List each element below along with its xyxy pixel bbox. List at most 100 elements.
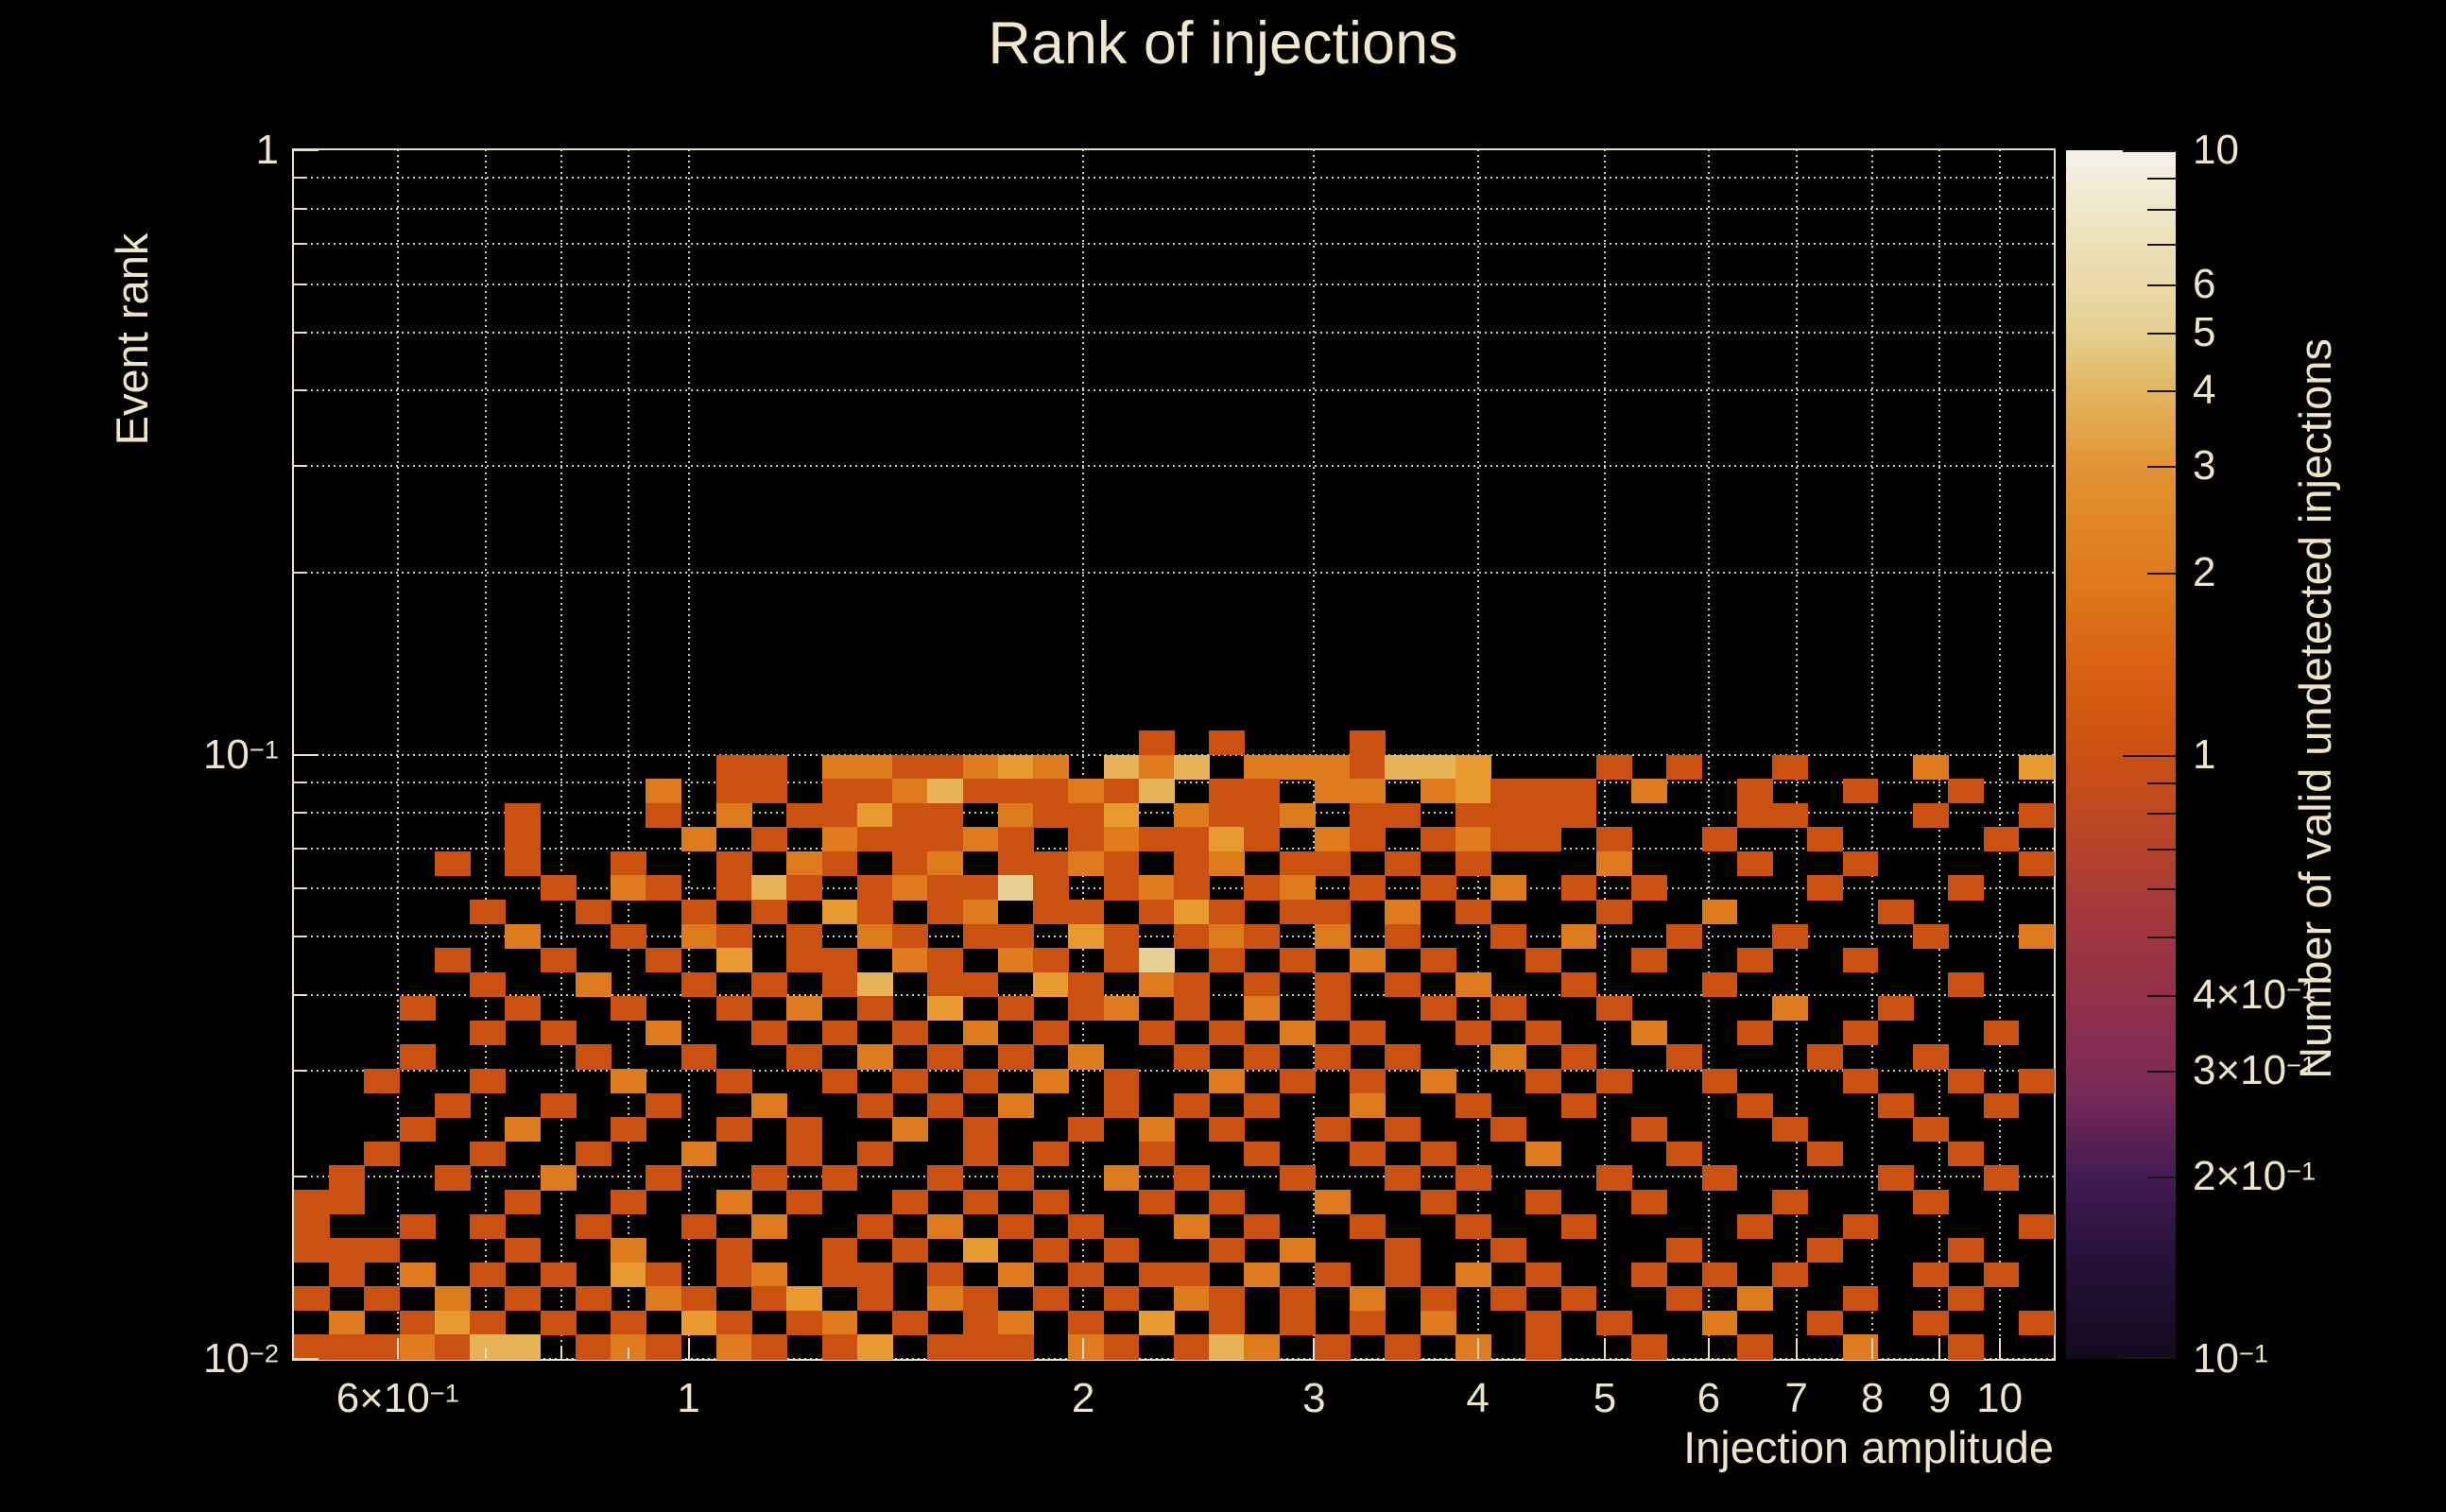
heatmap-cell [1948,1238,1985,1263]
heatmap-cell [646,1165,682,1191]
colorbar-tick-label: 2×10−1 [2193,1153,2317,1200]
heatmap-cell [1103,1334,1140,1360]
heatmap-cell [1033,971,1069,997]
heatmap-cell [1103,1165,1140,1191]
heatmap-cell [1631,1117,1667,1143]
heatmap-cell [962,875,999,901]
heatmap-cell [1350,1141,1387,1166]
heatmap-cell [1209,779,1246,804]
colorbar-tick-mark [2147,284,2176,286]
heatmap-cell [927,875,964,901]
heatmap-cell [1525,1020,1562,1046]
heatmap-cell [1807,1238,1844,1263]
heatmap-cell [505,850,542,876]
heatmap-cell [2018,754,2055,780]
heatmap-cell [1068,802,1105,828]
heatmap-cell [1736,802,1773,828]
y-axis-title: Event rank [107,232,157,446]
heatmap-cell [1560,1044,1597,1070]
heatmap-cell [505,1334,542,1360]
heatmap-cell [1314,1262,1351,1287]
heatmap-cell [892,779,928,804]
heatmap-cell [1455,802,1491,828]
grid-line-y [294,389,2054,392]
heatmap-cell [1209,1310,1246,1335]
heatmap-cell [1701,1262,1738,1287]
heatmap-cell [1279,1238,1316,1263]
heatmap-cell [1209,1020,1246,1046]
heatmap-cell [611,1262,646,1287]
heatmap-cell [1314,899,1351,925]
heatmap-cell [1807,1044,1844,1070]
heatmap-cell [715,802,752,828]
heatmap-cell [786,1286,823,1312]
heatmap-cell [1385,802,1421,828]
heatmap-cell [1666,1286,1703,1312]
heatmap-cell [1455,754,1491,780]
heatmap-cell [1736,779,1773,804]
colorbar-tick-mark [2147,244,2176,247]
heatmap-cell [997,850,1034,876]
heatmap-cell [1103,1238,1140,1263]
heatmap-cell [962,1310,999,1335]
heatmap-cell [1279,948,1316,973]
heatmap-cell [927,779,964,804]
y-tick-mark [294,1358,319,1360]
heatmap-cell [1842,1069,1879,1094]
y-tick-mark [294,993,306,996]
y-tick-mark [294,1069,306,1072]
heatmap-cell [1209,1334,1246,1360]
heatmap-cell [1595,996,1632,1022]
heatmap-cell [997,996,1034,1022]
colorbar-tick-mark [2147,466,2176,469]
heatmap-cell [1068,1117,1105,1143]
heatmap-cell [751,1334,787,1360]
heatmap-cell [856,875,893,901]
heatmap-cell [470,1141,507,1166]
heatmap-cell [1631,948,1667,973]
heatmap-cell [1033,875,1069,901]
heatmap-cell [1842,779,1879,804]
heatmap-cell [1913,1310,1949,1335]
heatmap-cell [856,1044,893,1070]
heatmap-cell [892,1020,928,1046]
heatmap-cell [1068,1213,1105,1239]
heatmap-cell [1314,779,1351,804]
heatmap-cell [1631,875,1667,901]
heatmap-cell [1314,1189,1351,1215]
heatmap-cell [1033,899,1069,925]
colorbar-tick-mark [2147,848,2176,850]
heatmap-cell [856,899,893,925]
heatmap-cell [1948,779,1985,804]
heatmap-cell [715,754,752,780]
heatmap-cell [1174,850,1210,876]
x-tick-mark [1707,1338,1710,1359]
heatmap-cell [1736,1092,1773,1118]
heatmap-cell [1842,948,1879,973]
heatmap-cell [2018,923,2055,949]
heatmap-cell [1420,948,1456,973]
heatmap-cell [821,1020,858,1046]
heatmap-cell [927,948,964,973]
y-tick-mark [294,177,306,180]
heatmap-cell [434,1310,471,1335]
heatmap-cell [1244,875,1281,901]
grid-line-y [294,283,2054,285]
heatmap-cell [1314,1117,1351,1143]
heatmap-cell [575,899,612,925]
heatmap-cell [927,850,964,876]
heatmap-cell [1772,1189,1808,1215]
heatmap-cell [1490,1286,1526,1312]
heatmap-cell [680,1044,717,1070]
heatmap-cell [1068,827,1105,852]
heatmap-cell [611,996,646,1022]
heatmap-cell [1595,850,1632,876]
heatmap-cell [1138,1262,1175,1287]
heatmap-cell [1948,971,1985,997]
heatmap-cell [1420,1141,1456,1166]
heatmap-cell [1244,802,1281,828]
x-axis-title: Injection amplitude [1683,1422,2054,1472]
heatmap-cell [1877,996,1914,1022]
heatmap-cell [715,1069,752,1094]
colorbar-tick-mark [2147,572,2176,575]
